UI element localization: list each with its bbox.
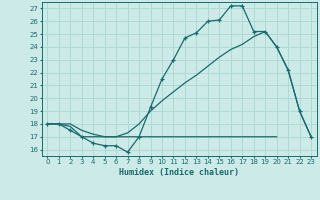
X-axis label: Humidex (Indice chaleur): Humidex (Indice chaleur) [119, 168, 239, 177]
